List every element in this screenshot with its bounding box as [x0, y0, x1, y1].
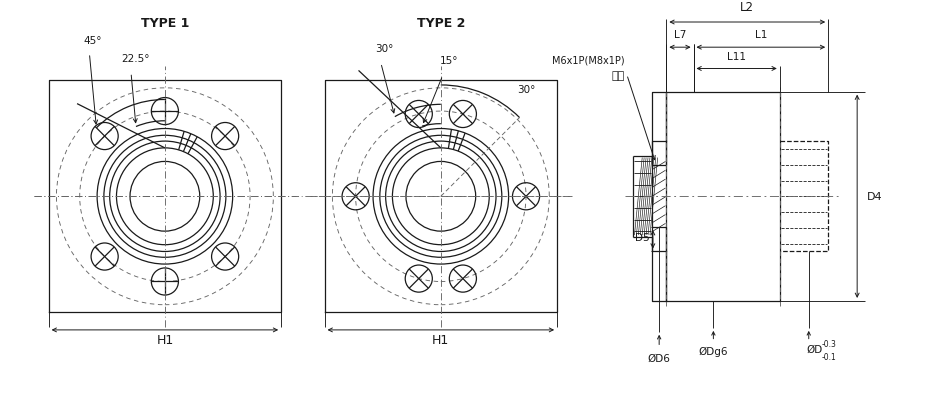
- Text: -0.1: -0.1: [821, 352, 836, 361]
- Text: M6x1P(M8x1P): M6x1P(M8x1P): [552, 55, 624, 65]
- Text: 30°: 30°: [376, 44, 394, 54]
- Text: L7: L7: [674, 30, 686, 41]
- Text: H1: H1: [157, 334, 173, 346]
- Text: -0.3: -0.3: [821, 340, 836, 348]
- Text: 22.5°: 22.5°: [121, 54, 150, 64]
- Text: 油孔: 油孔: [611, 71, 624, 81]
- Text: ØDg6: ØDg6: [699, 346, 728, 356]
- Text: 15°: 15°: [439, 55, 458, 65]
- Text: L1: L1: [755, 30, 767, 41]
- Text: L2: L2: [740, 1, 754, 14]
- Text: 30°: 30°: [517, 85, 535, 95]
- Text: TYPE 1: TYPE 1: [141, 16, 189, 29]
- Text: L11: L11: [727, 52, 747, 62]
- Text: 45°: 45°: [83, 36, 102, 46]
- Text: D4: D4: [867, 192, 883, 202]
- Text: ØD: ØD: [807, 344, 823, 354]
- Text: TYPE 2: TYPE 2: [417, 16, 465, 29]
- Text: ØD6: ØD6: [648, 353, 671, 363]
- Text: H1: H1: [432, 334, 449, 346]
- Text: D5: D5: [636, 233, 650, 243]
